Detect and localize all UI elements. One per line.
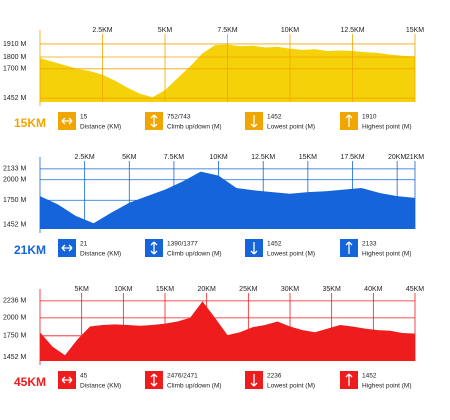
- x-tick-label: 10KM: [281, 27, 299, 34]
- x-tick-label: 15KM: [406, 27, 424, 34]
- y-tick-label: 1750 M: [3, 197, 27, 204]
- x-tick-label: 30KM: [281, 286, 299, 293]
- x-tick-label: 5KM: [122, 154, 137, 161]
- x-tick-label: 20KM: [388, 154, 406, 161]
- y-tick-label: 1700 M: [3, 66, 27, 73]
- stat-arrow: [61, 244, 73, 252]
- x-tick-label: 21KM: [406, 154, 424, 161]
- y-tick-label: 2000 M: [3, 315, 27, 322]
- y-tick-label: 1750 M: [3, 333, 27, 340]
- x-tick-label: 40KM: [364, 286, 382, 293]
- x-tick-label: 20KM: [198, 286, 216, 293]
- y-tick-label: 2236 M: [3, 298, 27, 305]
- x-tick-label: 10KM: [114, 286, 132, 293]
- y-tick-label: 1910 M: [3, 41, 27, 48]
- stat-arrow: [61, 376, 73, 384]
- chart-title: 21KM: [14, 243, 46, 257]
- stat-value: 15: [80, 114, 88, 121]
- stat-label: Highest point (M): [362, 251, 412, 258]
- elevation-area: [40, 301, 415, 361]
- stat-label: Lowest point (M): [267, 251, 315, 258]
- y-tick-label: 1452 M: [3, 95, 27, 102]
- stat-value: 1390/1377: [167, 241, 198, 248]
- x-tick-label: 12.5KM: [340, 27, 364, 34]
- stat-value: 1910: [362, 114, 377, 121]
- stat-value: 2476/2471: [167, 373, 198, 380]
- x-tick-label: 15KM: [156, 286, 174, 293]
- stat-label: Distance (KM): [80, 383, 121, 390]
- x-tick-label: 10KM: [209, 154, 227, 161]
- chart-title: 45KM: [14, 375, 46, 389]
- stat-arrow: [345, 373, 353, 386]
- x-tick-label: 17.5KM: [340, 154, 364, 161]
- stat-label: Lowest point (M): [267, 124, 315, 131]
- stat-arrow: [150, 241, 158, 255]
- stat-arrow: [150, 373, 158, 387]
- stat-arrow: [250, 115, 258, 128]
- stat-value: 2236: [267, 373, 282, 380]
- stat-arrow: [250, 242, 258, 255]
- stat-value: 45: [80, 373, 88, 380]
- stat-arrow: [345, 114, 353, 127]
- chart-title: 15KM: [14, 116, 46, 130]
- stat-arrow: [345, 241, 353, 254]
- stat-label: Climb up/down (M): [167, 124, 222, 131]
- x-tick-label: 7.5KM: [164, 154, 184, 161]
- stat-value: 1452: [362, 373, 377, 380]
- stat-label: Highest point (M): [362, 124, 412, 131]
- x-tick-label: 25KM: [239, 286, 257, 293]
- stat-value: 752/743: [167, 114, 191, 121]
- x-tick-label: 2.5KM: [92, 27, 112, 34]
- stat-label: Lowest point (M): [267, 383, 315, 390]
- stat-arrow: [150, 114, 158, 128]
- stat-label: Distance (KM): [80, 251, 121, 258]
- x-tick-label: 2.5KM: [75, 154, 95, 161]
- stat-value: 21: [80, 241, 88, 248]
- stat-value: 1452: [267, 114, 282, 121]
- stat-value: 2133: [362, 241, 377, 248]
- x-tick-label: 5KM: [74, 286, 89, 293]
- y-tick-label: 1452 M: [3, 354, 27, 361]
- x-tick-label: 15KM: [299, 154, 317, 161]
- stat-label: Distance (KM): [80, 124, 121, 131]
- y-tick-label: 1800 M: [3, 54, 27, 61]
- x-tick-label: 5KM: [158, 27, 173, 34]
- x-tick-label: 35KM: [323, 286, 341, 293]
- stat-label: Climb up/down (M): [167, 251, 222, 258]
- y-tick-label: 1452 M: [3, 222, 27, 229]
- stat-arrow: [61, 117, 73, 125]
- stat-label: Climb up/down (M): [167, 383, 222, 390]
- x-tick-label: 12.5KM: [251, 154, 275, 161]
- y-tick-label: 2133 M: [3, 166, 27, 173]
- stat-label: Highest point (M): [362, 383, 412, 390]
- stat-arrow: [250, 374, 258, 387]
- y-tick-label: 2000 M: [3, 177, 27, 184]
- x-tick-label: 45KM: [406, 286, 424, 293]
- x-tick-label: 7.5KM: [217, 27, 237, 34]
- stat-value: 1452: [267, 241, 282, 248]
